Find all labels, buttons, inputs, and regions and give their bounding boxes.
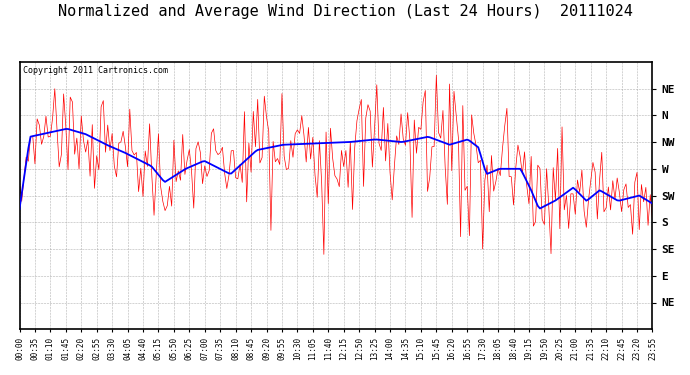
Text: Normalized and Average Wind Direction (Last 24 Hours)  20111024: Normalized and Average Wind Direction (L…: [57, 4, 633, 19]
Text: Copyright 2011 Cartronics.com: Copyright 2011 Cartronics.com: [23, 66, 168, 75]
